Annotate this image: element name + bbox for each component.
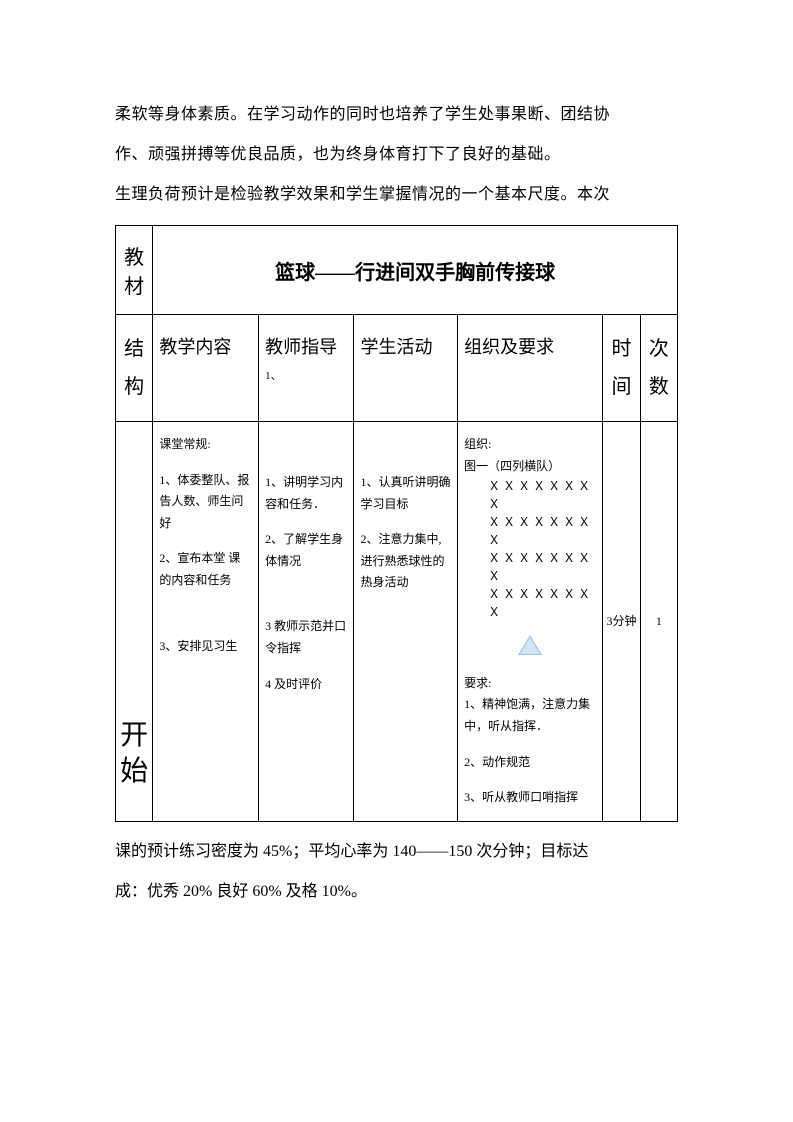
formation-row-3: ＸＸＸＸＸＸＸＸ <box>464 549 596 585</box>
intro-line-2: 作、顽强拼搏等优良品质，也为终身体育打下了良好的基础。 <box>115 135 678 175</box>
formation-row-4: ＸＸＸＸＸＸＸＸ <box>464 585 596 621</box>
req-item-1: 1、精神饱满，注意力集中，听从指挥． <box>464 694 596 737</box>
req-heading: 要求: <box>464 673 596 695</box>
header-count: 次数 <box>640 315 677 422</box>
intro-paragraph: 柔软等身体素质。在学习动作的同时也培养了学生处事果断、团结协 作、顽强拼搏等优良… <box>115 95 678 215</box>
count-cell: 1 <box>640 422 677 822</box>
student-item-1: 1、认真听讲明确学习目标 <box>360 472 451 515</box>
student-activity-cell: 1、认真听讲明确学习目标 2、注意力集中,进行熟悉球性的热身活动 <box>354 422 458 822</box>
content-item-1: 1、体委整队、报告人数、师生问好 <box>159 470 252 535</box>
header-time: 时间 <box>603 315 640 422</box>
teacher-position-marker <box>464 635 596 663</box>
teacher-item-2: 2、了解学生身体情况 <box>265 529 347 572</box>
teacher-guidance-cell: 1、讲明学习内容和任务． 2、了解学生身体情况 3 教师示范并口令指挥 4 及时… <box>259 422 354 822</box>
formation-row-1: ＸＸＸＸＸＸＸＸ <box>464 477 596 513</box>
header-structure: 结构 <box>116 315 153 422</box>
formation-label: 图一（四列横队） <box>464 456 596 478</box>
intro-line-3: 生理负荷预计是检验教学效果和学生掌握情况的一个基本尺度。本次 <box>115 175 678 215</box>
outro-line-1: 课的预计练习密度为 45%；平均心率为 140——150 次分钟；目标达 <box>115 832 678 872</box>
outro-paragraph: 课的预计练习密度为 45%；平均心率为 140——150 次分钟；目标达 成：优… <box>115 832 678 912</box>
content-row: 开始 课堂常规: 1、体委整队、报告人数、师生问好 2、宣布本堂 课的内容和任务… <box>116 422 678 822</box>
content-item-2: 2、宣布本堂 课的内容和任务 <box>159 548 252 591</box>
routine-heading: 课堂常规: <box>159 434 252 456</box>
outro-line-2: 成：优秀 20% 良好 60% 及格 10%。 <box>115 872 678 912</box>
teacher-item-4: 4 及时评价 <box>265 674 347 696</box>
teacher-item-3: 3 教师示范并口令指挥 <box>265 616 347 659</box>
header-teacher-text: 教师指导 <box>265 337 337 357</box>
intro-line-1: 柔软等身体素质。在学习动作的同时也培养了学生处事果断、团结协 <box>115 95 678 135</box>
header-org: 组织及要求 <box>458 315 603 422</box>
formation-row-2: ＸＸＸＸＸＸＸＸ <box>464 513 596 549</box>
org-heading: 组织: <box>464 434 596 456</box>
lesson-title: 篮球——行进间双手胸前传接球 <box>153 226 678 315</box>
triangle-icon <box>518 635 542 655</box>
material-label: 教材 <box>116 226 153 315</box>
header-student: 学生活动 <box>354 315 458 422</box>
header-content: 教学内容 <box>153 315 259 422</box>
organization-cell: 组织: 图一（四列横队） ＸＸＸＸＸＸＸＸ ＸＸＸＸＸＸＸＸ ＸＸＸＸＸＸＸＸ … <box>458 422 603 822</box>
header-row: 结构 教学内容 教师指导 1、 学生活动 组织及要求 时间 次数 <box>116 315 678 422</box>
section-start-label: 开始 <box>116 422 153 822</box>
student-item-2: 2、注意力集中,进行熟悉球性的热身活动 <box>360 529 451 594</box>
req-item-2: 2、动作规范 <box>464 752 596 774</box>
content-item-3: 3、安排见习生 <box>159 636 252 658</box>
req-item-3: 3、听从教师口哨指挥 <box>464 787 596 809</box>
teaching-content-cell: 课堂常规: 1、体委整队、报告人数、师生问好 2、宣布本堂 课的内容和任务 3、… <box>153 422 259 822</box>
title-row: 教材 篮球——行进间双手胸前传接球 <box>116 226 678 315</box>
lesson-plan-table: 教材 篮球——行进间双手胸前传接球 结构 教学内容 教师指导 1、 学生活动 组… <box>115 225 678 822</box>
teacher-item-1: 1、讲明学习内容和任务． <box>265 472 347 515</box>
header-teacher-sub: 1、 <box>265 366 347 387</box>
time-cell: 3分钟 <box>603 422 640 822</box>
header-teacher: 教师指导 1、 <box>259 315 354 422</box>
